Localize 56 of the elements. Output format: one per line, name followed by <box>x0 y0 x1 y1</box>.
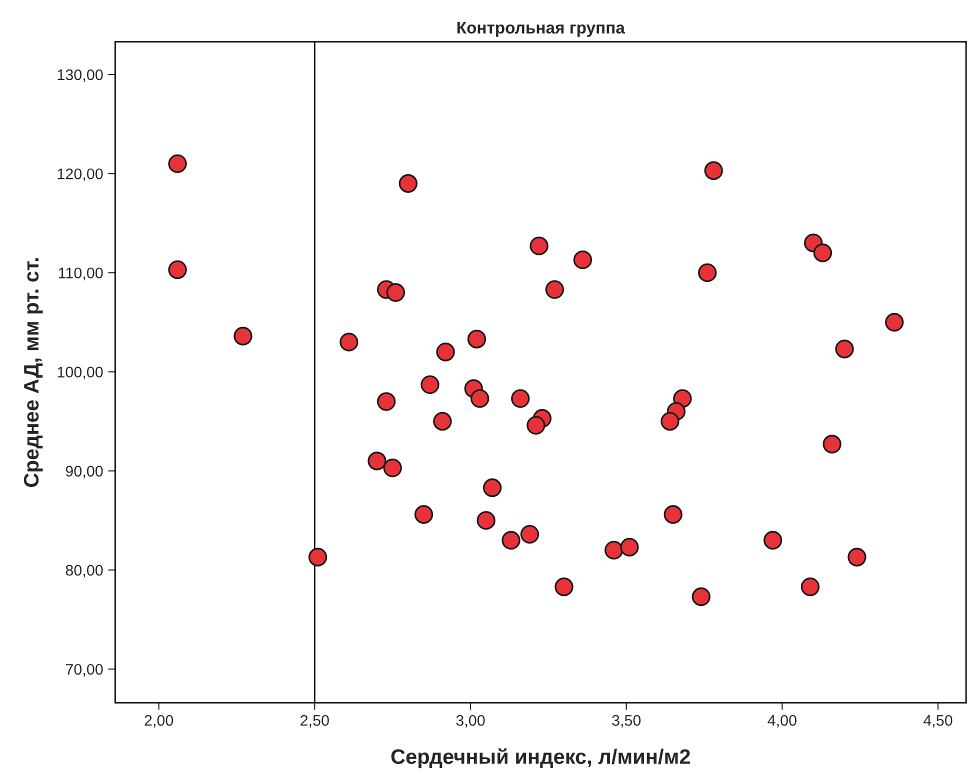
point <box>704 161 723 180</box>
point <box>660 412 680 431</box>
y-tick-label: 90,00 <box>66 466 103 478</box>
point <box>414 505 434 524</box>
point <box>308 548 328 566</box>
y-tick-label: 110,00 <box>58 268 103 280</box>
y-tick-label: 130,00 <box>58 69 103 82</box>
y-tick-label: 70,00 <box>66 664 103 677</box>
point <box>502 530 520 550</box>
point <box>467 330 486 348</box>
point <box>377 392 396 411</box>
x-tick-label: 3,50 <box>612 715 641 728</box>
x-tick-label: 4,00 <box>768 715 796 728</box>
point <box>234 326 252 346</box>
x-tick-label: 4,50 <box>924 715 952 728</box>
point <box>386 283 406 302</box>
point <box>368 452 386 470</box>
point <box>822 434 842 454</box>
chart-title: Контрольная группа <box>457 22 626 37</box>
y-axis-title: Среднее АД, мм рт. ст. <box>24 258 43 487</box>
point <box>398 174 418 193</box>
y-tick-label: 100,00 <box>58 366 103 380</box>
point <box>420 375 440 394</box>
x-tick-label: 2,00 <box>144 715 174 728</box>
point <box>763 530 782 550</box>
point <box>470 389 490 408</box>
point <box>168 154 187 174</box>
point <box>848 548 866 566</box>
point <box>168 260 187 280</box>
point <box>476 511 496 530</box>
point <box>520 524 540 544</box>
point <box>664 505 682 524</box>
y-tick-label: 80,00 <box>66 564 103 578</box>
point <box>526 416 546 435</box>
point <box>340 332 358 352</box>
point <box>433 412 452 431</box>
y-tick-label: 120,00 <box>58 168 103 182</box>
x-tick-label: 2,50 <box>300 715 329 728</box>
point <box>530 236 548 256</box>
point <box>436 342 455 362</box>
point <box>573 250 592 270</box>
point <box>835 340 854 358</box>
x-tick-label: 3,00 <box>456 715 485 728</box>
point <box>554 578 574 596</box>
point <box>813 244 832 262</box>
point <box>692 587 710 606</box>
point <box>604 540 624 560</box>
point <box>800 578 820 596</box>
point <box>383 458 402 478</box>
x-axis-title: Сердечный индекс, л/мин/м2 <box>391 748 690 768</box>
point <box>885 312 904 332</box>
point <box>620 538 639 557</box>
point <box>482 478 502 498</box>
point <box>545 280 564 299</box>
point <box>698 263 717 282</box>
point <box>511 389 530 408</box>
